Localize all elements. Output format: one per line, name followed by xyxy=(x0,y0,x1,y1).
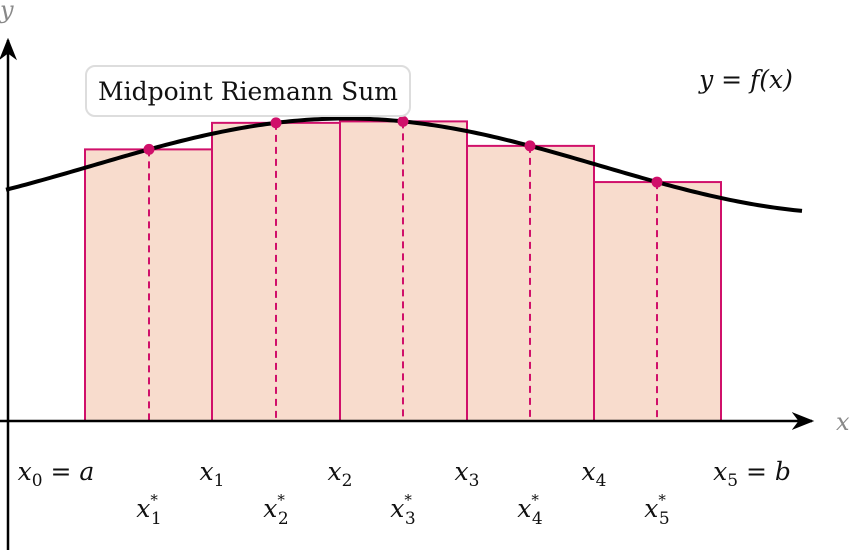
partition-label: x4 xyxy=(582,457,607,491)
partition-label: x3 xyxy=(455,457,480,491)
midpoint-dot xyxy=(143,143,155,155)
y-axis-label: y xyxy=(0,0,14,24)
midpoint-dot xyxy=(651,176,663,188)
midpoint-label: x* 5 xyxy=(644,491,669,529)
x-axis-label: x xyxy=(836,408,850,436)
midpoint-dots xyxy=(143,115,663,188)
midpoint-label: x* 2 xyxy=(263,491,288,529)
midpoint-dot xyxy=(524,140,536,152)
midpoint-dot xyxy=(397,115,409,127)
midpoint-label: x* 3 xyxy=(390,491,415,529)
partition-label: x2 xyxy=(328,457,353,491)
partition-label: x5 = b xyxy=(713,457,791,491)
diagram-title: Midpoint Riemann Sum xyxy=(98,77,398,106)
midpoint-dot xyxy=(270,117,282,129)
midpoint-labels: x* 1 x* 2 x* 3 x* 4 x* 5 xyxy=(136,491,669,529)
midpoint-dashed-lines xyxy=(148,121,658,421)
riemann-rectangle xyxy=(593,181,722,422)
partition-label: x0 = a xyxy=(18,457,95,491)
partition-label: x1 xyxy=(200,457,225,491)
title-box: Midpoint Riemann Sum xyxy=(85,65,411,117)
midpoint-label: x* 4 xyxy=(517,491,542,529)
partition-labels: x0 = a x1 x2 x3 x4 x5 = b xyxy=(18,457,791,491)
midpoint-label: x* 1 xyxy=(136,491,161,529)
curve-label: y = f(x) xyxy=(698,65,793,94)
